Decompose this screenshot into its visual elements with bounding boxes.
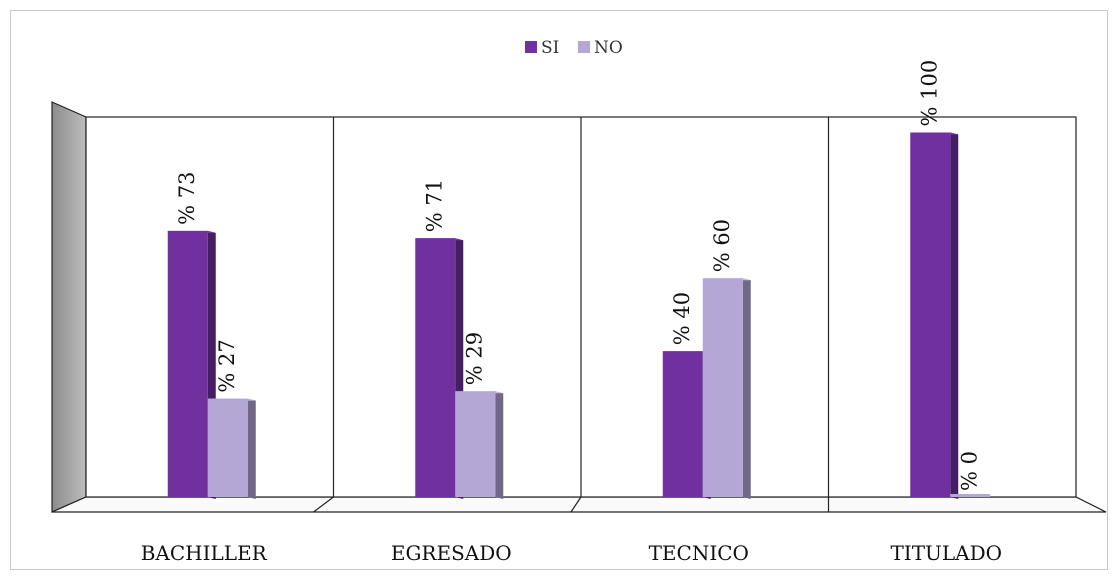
bar-si-titulado xyxy=(910,132,951,497)
legend-swatch-si xyxy=(525,41,537,53)
bar-side-no-tecnico xyxy=(742,278,751,499)
bar-side-si-titulado xyxy=(950,132,959,499)
chart-frame xyxy=(10,10,1108,570)
category-label-titulado: TITULADO xyxy=(890,541,1002,565)
data-label-no-tecnico: % 60 xyxy=(710,219,734,272)
bar-si-egresado xyxy=(415,238,456,497)
bar-side-no-bachiller xyxy=(247,398,256,499)
bar-no-egresado xyxy=(455,391,496,497)
data-label-no-bachiller: % 27 xyxy=(215,339,239,392)
bar-no-tecnico xyxy=(702,278,743,497)
bar-si-tecnico xyxy=(662,351,703,497)
data-label-si-tecnico: % 40 xyxy=(670,292,694,345)
data-label-no-titulado: % 0 xyxy=(957,451,981,491)
legend-swatch-no xyxy=(578,41,590,53)
chart-side-wall xyxy=(51,101,87,513)
bar-no-titulado xyxy=(950,494,991,497)
legend-label-si: SI xyxy=(541,38,559,58)
category-dividers xyxy=(313,117,830,513)
data-labels-group: % 73 % 27 % 71 % 29 % 40 % 60 % 100 % 0 xyxy=(175,60,982,491)
floor-divider-2 xyxy=(570,496,582,513)
category-labels-group: BACHILLER EGRESADO TECNICO TITULADO xyxy=(141,541,1002,565)
data-label-no-egresado: % 29 xyxy=(462,332,486,385)
floor-divider-1 xyxy=(313,496,334,513)
category-label-bachiller: BACHILLER xyxy=(141,541,268,565)
category-label-egresado: EGRESADO xyxy=(391,541,512,565)
bar-no-bachiller xyxy=(207,398,248,497)
legend: SI NO xyxy=(525,38,623,58)
category-label-tecnico: TECNICO xyxy=(649,541,749,565)
legend-label-no: NO xyxy=(594,38,623,58)
bars-group xyxy=(167,132,991,499)
data-label-si-bachiller: % 73 xyxy=(175,172,199,225)
data-label-si-egresado: % 71 xyxy=(422,179,446,232)
bar-side-no-egresado xyxy=(495,391,504,499)
bar-si-bachiller xyxy=(167,230,208,497)
data-label-si-titulado: % 100 xyxy=(917,60,941,127)
